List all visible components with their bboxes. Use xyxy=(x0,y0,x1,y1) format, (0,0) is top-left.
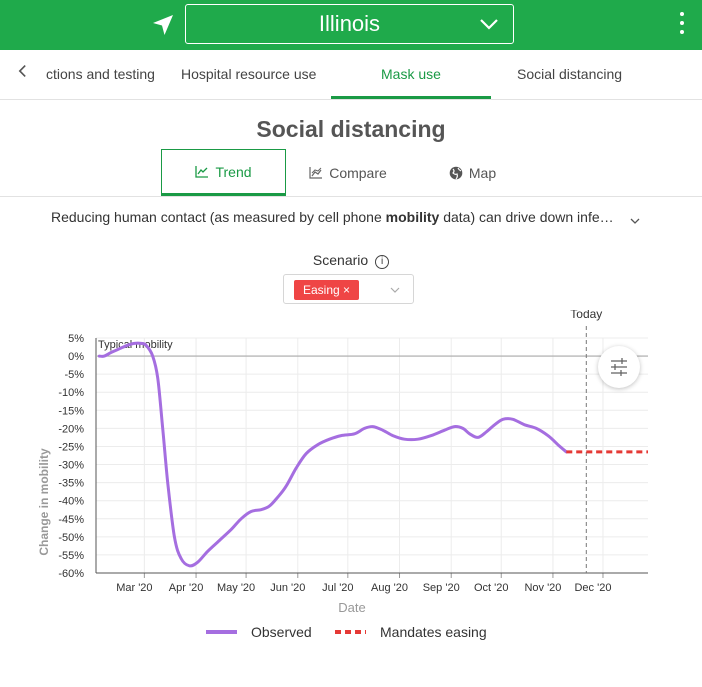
scenario-label: Scenario i xyxy=(0,252,702,269)
globe-icon xyxy=(449,166,463,179)
x-tick-label: Nov '20 xyxy=(524,582,561,594)
legend-swatch-mandates-easing xyxy=(335,630,366,634)
scenario-select[interactable]: Easing × xyxy=(283,274,414,304)
view-tab-map-label: Map xyxy=(468,164,497,181)
mobility-chart: 5% 0% -5% -10% -15% -20% -25% -30% -35% -40% -45% -… xyxy=(37,310,648,615)
y-tick-label: -55% xyxy=(58,550,84,562)
y-tick-label: 5% xyxy=(68,333,84,345)
y-tick-label: -40% xyxy=(58,496,84,508)
kebab-menu-icon[interactable] xyxy=(676,12,688,38)
scenario-tag: Easing × xyxy=(294,280,360,300)
compare-chart-icon xyxy=(309,166,323,179)
y-tick-label: 0% xyxy=(68,351,84,363)
state-name: Illinois xyxy=(318,11,381,36)
today-label: Today xyxy=(570,310,602,321)
x-tick-label: Dec '20 xyxy=(574,582,611,594)
location-arrow-icon[interactable] xyxy=(150,12,176,38)
x-tick-label: Apr '20 xyxy=(169,582,204,594)
expand-description-icon[interactable] xyxy=(629,215,641,227)
x-tick-label: Aug '20 xyxy=(371,582,408,594)
y-tick-label: -5% xyxy=(64,369,84,381)
legend-item-mandates-easing[interactable]: Mandates easing xyxy=(335,624,487,640)
state-selector[interactable]: Illinois xyxy=(185,4,514,44)
tab-hospital-resource-use[interactable]: Hospital resource use xyxy=(181,66,317,82)
chevron-left-icon[interactable] xyxy=(18,64,27,78)
y-tick-label: -50% xyxy=(58,532,84,544)
y-tick-label: -25% xyxy=(58,441,84,453)
view-tab-compare-label: Compare xyxy=(329,164,387,181)
x-tick-label: Jun '20 xyxy=(270,582,305,594)
x-axis-label: Date xyxy=(338,600,365,615)
y-tick-label: -10% xyxy=(58,387,84,399)
legend-item-observed[interactable]: Observed xyxy=(206,624,312,640)
view-tab-trend[interactable]: Trend xyxy=(161,149,286,196)
view-tab-trend-label: Trend xyxy=(215,163,252,180)
y-tick-label: -15% xyxy=(58,405,84,417)
typical-mobility-label: Typical mobility xyxy=(98,339,173,351)
y-axis-label: Change in mobility xyxy=(37,448,51,556)
tab-infections-testing[interactable]: ctions and testing xyxy=(46,66,155,82)
view-tab-compare[interactable]: Compare xyxy=(298,149,398,196)
tab-social-distancing[interactable]: Social distancing xyxy=(517,66,623,82)
legend-swatch-observed xyxy=(206,630,237,634)
chevron-down-icon xyxy=(480,19,498,30)
x-tick-label: Oct '20 xyxy=(474,582,509,594)
active-tab-indicator xyxy=(331,96,491,99)
section-tabs: ctions and testing Hospital resource use… xyxy=(0,50,702,100)
chevron-down-icon xyxy=(390,287,400,293)
x-tick-label: Sep '20 xyxy=(423,582,460,594)
info-icon[interactable]: i xyxy=(375,255,390,269)
chart-legend: Observed Mandates easing xyxy=(0,624,702,644)
x-tick-label: May '20 xyxy=(217,582,255,594)
series-line-observed xyxy=(97,341,568,568)
y-tick-label: -60% xyxy=(58,568,84,580)
y-tick-label: -20% xyxy=(58,423,84,435)
y-tick-label: -35% xyxy=(58,478,84,490)
sliders-icon xyxy=(611,358,627,376)
view-tab-map[interactable]: Map xyxy=(430,149,515,196)
header-bar: Illinois xyxy=(0,0,702,50)
y-tick-label: -30% xyxy=(58,460,84,472)
x-tick-label: Mar '20 xyxy=(116,582,152,594)
line-chart-icon xyxy=(195,165,209,178)
chart-filter-button[interactable] xyxy=(598,346,640,388)
y-tick-label: -45% xyxy=(58,514,84,526)
description-text: Reducing human contact (as measured by c… xyxy=(51,209,614,225)
close-icon[interactable]: × xyxy=(343,283,351,297)
x-tick-label: Jul '20 xyxy=(322,582,353,594)
page-title: Social distancing xyxy=(256,116,446,142)
view-tabs-divider xyxy=(0,196,702,197)
tab-mask-use[interactable]: Mask use xyxy=(381,66,441,82)
